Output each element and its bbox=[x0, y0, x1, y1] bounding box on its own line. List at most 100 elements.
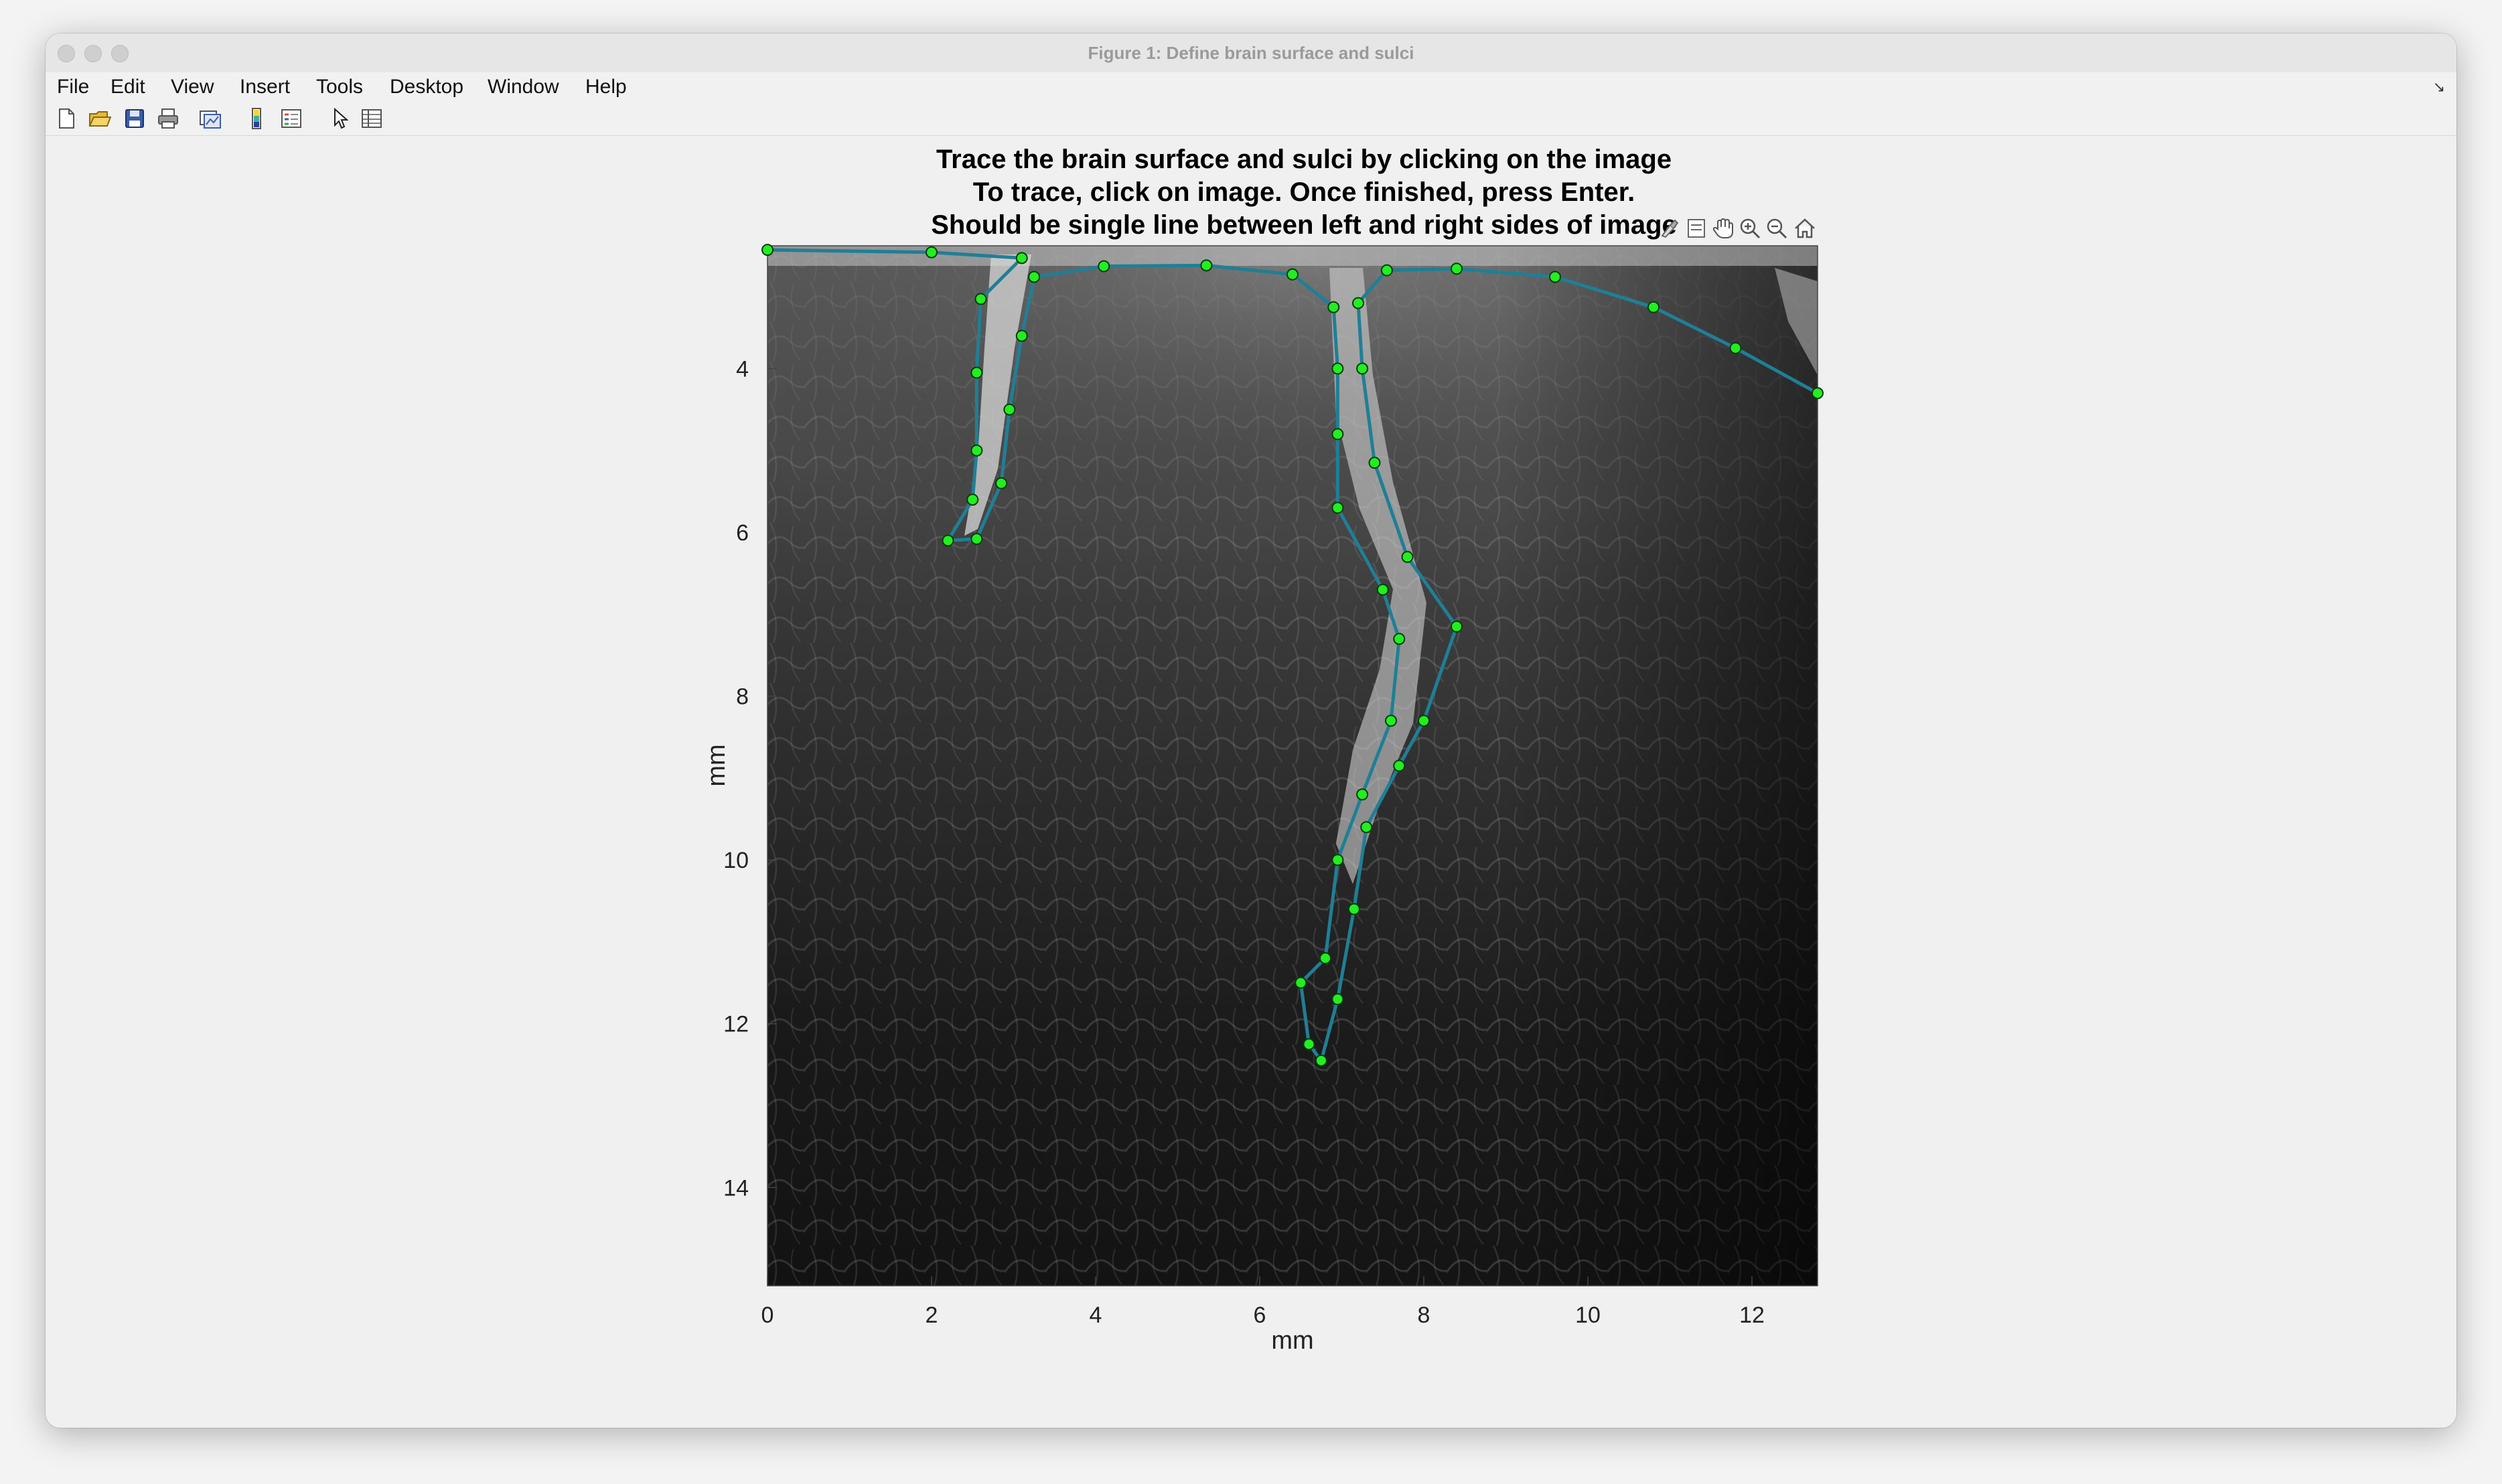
plot-title-line-1: Trace the brain surface and sulci by cli… bbox=[936, 145, 1672, 174]
legend-icon[interactable] bbox=[279, 106, 304, 131]
trace-point[interactable] bbox=[1327, 301, 1340, 313]
trace-points bbox=[761, 244, 1824, 1067]
trace-point[interactable] bbox=[1356, 788, 1369, 801]
x-axis-label: mm bbox=[1271, 1327, 1313, 1355]
print-icon[interactable] bbox=[155, 106, 181, 131]
trace-point[interactable] bbox=[1331, 428, 1344, 441]
trace-point[interactable] bbox=[1376, 583, 1389, 596]
y-tick-label: 8 bbox=[736, 684, 749, 710]
x-axis-ticks: 0 2 4 6 8 10 12 bbox=[761, 1276, 1765, 1328]
axes-frame bbox=[767, 245, 1818, 1286]
zoom-out-icon[interactable] bbox=[1764, 216, 1789, 241]
x-tick-label: 2 bbox=[926, 1303, 938, 1328]
trace-point[interactable] bbox=[1368, 457, 1381, 469]
trace-point[interactable] bbox=[1028, 271, 1041, 283]
menu-edit[interactable]: Edit bbox=[111, 76, 145, 98]
minimize-window-button[interactable] bbox=[84, 45, 102, 62]
dock-arrow-icon[interactable]: ↘ bbox=[2432, 78, 2446, 95]
data-brush-icon[interactable] bbox=[1657, 216, 1682, 241]
restore-view-home-icon[interactable] bbox=[1792, 216, 1818, 241]
y-axis-label: mm bbox=[703, 744, 731, 786]
trace-point[interactable] bbox=[1393, 632, 1406, 645]
y-axis-ticks: 4 6 8 10 12 14 bbox=[723, 356, 777, 1201]
trace-point[interactable] bbox=[970, 532, 983, 545]
y-tick-label: 14 bbox=[723, 1175, 749, 1201]
y-tick-label: 10 bbox=[723, 848, 749, 873]
y-tick-label: 4 bbox=[736, 356, 749, 382]
trace-point[interactable] bbox=[1319, 952, 1331, 964]
trace-point[interactable] bbox=[1286, 268, 1299, 281]
menu-tools[interactable]: Tools bbox=[316, 76, 364, 98]
trace-point[interactable] bbox=[1360, 821, 1373, 834]
trace-point[interactable] bbox=[1393, 759, 1406, 772]
x-tick-label: 4 bbox=[1090, 1303, 1102, 1328]
x-tick-label: 12 bbox=[1739, 1303, 1765, 1328]
zoom-in-icon[interactable] bbox=[1737, 216, 1763, 241]
trace-point[interactable] bbox=[995, 477, 1008, 490]
trace-point[interactable] bbox=[970, 366, 983, 379]
figure-toolbar bbox=[46, 102, 2456, 136]
menu-window[interactable]: Window bbox=[488, 76, 559, 98]
trace-point[interactable] bbox=[1315, 1054, 1327, 1067]
trace-point[interactable] bbox=[1347, 903, 1360, 915]
link-plot-icon[interactable] bbox=[197, 106, 222, 131]
menu-bar: File Edit View Insert Tools Desktop Wind… bbox=[46, 72, 2456, 121]
pan-hand-icon[interactable] bbox=[1710, 216, 1736, 241]
plot-title-line-3: Should be single line between left and r… bbox=[931, 210, 1677, 240]
trace-point[interactable] bbox=[1331, 362, 1344, 375]
trace-point[interactable] bbox=[1015, 252, 1028, 265]
x-tick-label: 10 bbox=[1575, 1303, 1601, 1328]
x-tick-label: 8 bbox=[1418, 1303, 1430, 1328]
trace-point[interactable] bbox=[1729, 342, 1742, 354]
menu-view[interactable]: View bbox=[171, 76, 214, 98]
menu-file[interactable]: File bbox=[57, 76, 90, 98]
menu-insert[interactable]: Insert bbox=[240, 76, 291, 98]
plot-title-line-2: To trace, click on image. Once finished,… bbox=[972, 177, 1635, 207]
x-tick-label: 6 bbox=[1254, 1303, 1266, 1328]
trace-point[interactable] bbox=[1331, 993, 1344, 1006]
menu-desktop[interactable]: Desktop bbox=[390, 76, 464, 98]
trace-point[interactable] bbox=[1385, 715, 1397, 727]
trace-point[interactable] bbox=[1098, 260, 1110, 273]
y-tick-label: 12 bbox=[723, 1012, 749, 1037]
trace-point[interactable] bbox=[974, 293, 987, 305]
trace-point[interactable] bbox=[1303, 1038, 1315, 1051]
trace-point[interactable] bbox=[1356, 362, 1369, 375]
trace-point[interactable] bbox=[1331, 502, 1344, 514]
colorbar-icon[interactable] bbox=[244, 106, 269, 131]
trace-point[interactable] bbox=[1380, 264, 1393, 277]
open-file-icon[interactable] bbox=[87, 106, 113, 131]
edit-plot-pointer-icon[interactable] bbox=[327, 106, 352, 131]
trace-point[interactable] bbox=[1812, 387, 1824, 400]
trace-point[interactable] bbox=[1451, 620, 1463, 633]
y-tick-label: 6 bbox=[736, 520, 749, 546]
trace-point[interactable] bbox=[1352, 297, 1364, 309]
trace-point[interactable] bbox=[1015, 329, 1028, 342]
title-bar[interactable]: Figure 1: Define brain surface and sulci bbox=[46, 33, 2456, 73]
trace-point[interactable] bbox=[1331, 854, 1344, 867]
trace-point[interactable] bbox=[1295, 976, 1307, 989]
trace-point[interactable] bbox=[942, 534, 954, 547]
x-tick-label: 0 bbox=[761, 1303, 774, 1328]
trace-point[interactable] bbox=[1451, 263, 1463, 275]
trace-point[interactable] bbox=[1200, 259, 1213, 272]
property-inspector-icon[interactable] bbox=[359, 106, 384, 131]
trace-point[interactable] bbox=[1647, 301, 1660, 313]
trace-point[interactable] bbox=[1549, 271, 1561, 283]
new-figure-icon[interactable] bbox=[54, 106, 79, 131]
save-icon[interactable] bbox=[122, 106, 147, 131]
close-window-button[interactable] bbox=[58, 45, 75, 62]
trace-point[interactable] bbox=[1418, 715, 1430, 727]
window-title: Figure 1: Define brain surface and sulci bbox=[1088, 43, 1414, 63]
trace-point[interactable] bbox=[926, 246, 938, 258]
trace-point[interactable] bbox=[970, 444, 983, 457]
trace-point[interactable] bbox=[761, 244, 774, 256]
trace-point[interactable] bbox=[1401, 550, 1414, 563]
zoom-window-button[interactable] bbox=[111, 45, 129, 62]
menu-help[interactable]: Help bbox=[585, 76, 627, 98]
datatip-icon[interactable] bbox=[1684, 216, 1709, 241]
trace-point[interactable] bbox=[966, 494, 979, 506]
microscopy-image[interactable] bbox=[767, 246, 1818, 1286]
trace-point[interactable] bbox=[1003, 403, 1016, 416]
